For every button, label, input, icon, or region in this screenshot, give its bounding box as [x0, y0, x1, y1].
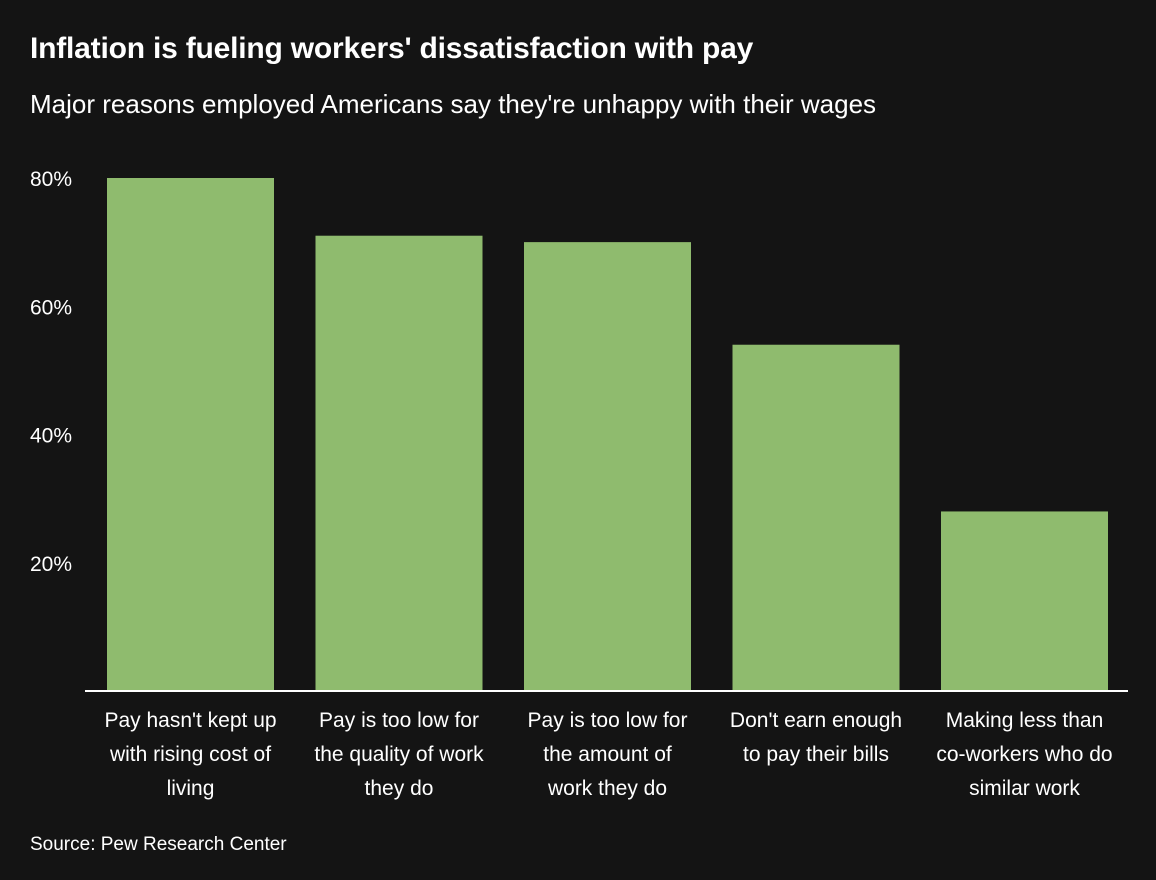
chart-subtitle: Major reasons employed Americans say the… [30, 89, 877, 119]
y-tick-label: 40% [30, 425, 72, 448]
x-category-label: work they do [547, 777, 667, 800]
y-tick-label: 60% [30, 296, 72, 319]
x-category-label: Don't earn enough [730, 709, 902, 732]
y-tick-label: 20% [30, 553, 72, 576]
x-category-label: Making less than [946, 709, 1104, 732]
source-note: Source: Pew Research Center [30, 834, 287, 855]
chart-title: Inflation is fueling workers' dissatisfa… [30, 32, 754, 65]
x-category-label: similar work [969, 777, 1080, 800]
bar[interactable] [107, 178, 274, 691]
bar[interactable] [732, 344, 900, 691]
x-category-label: co-workers who do [936, 743, 1112, 766]
bar[interactable] [941, 511, 1108, 691]
bar[interactable] [524, 242, 691, 691]
y-tick-label: 80% [30, 168, 72, 191]
x-category-label: the amount of [543, 743, 672, 766]
x-category-label: Pay is too low for [319, 709, 479, 732]
x-category-label: they do [365, 777, 434, 800]
x-category-label: to pay their bills [743, 743, 889, 766]
bar[interactable] [315, 235, 483, 691]
x-category-label: Pay is too low for [528, 709, 688, 732]
x-category-label: the quality of work [314, 743, 484, 766]
x-category-label: Pay hasn't kept up [104, 709, 276, 732]
x-category-label: with rising cost of [109, 743, 271, 766]
x-category-label: living [167, 777, 215, 800]
